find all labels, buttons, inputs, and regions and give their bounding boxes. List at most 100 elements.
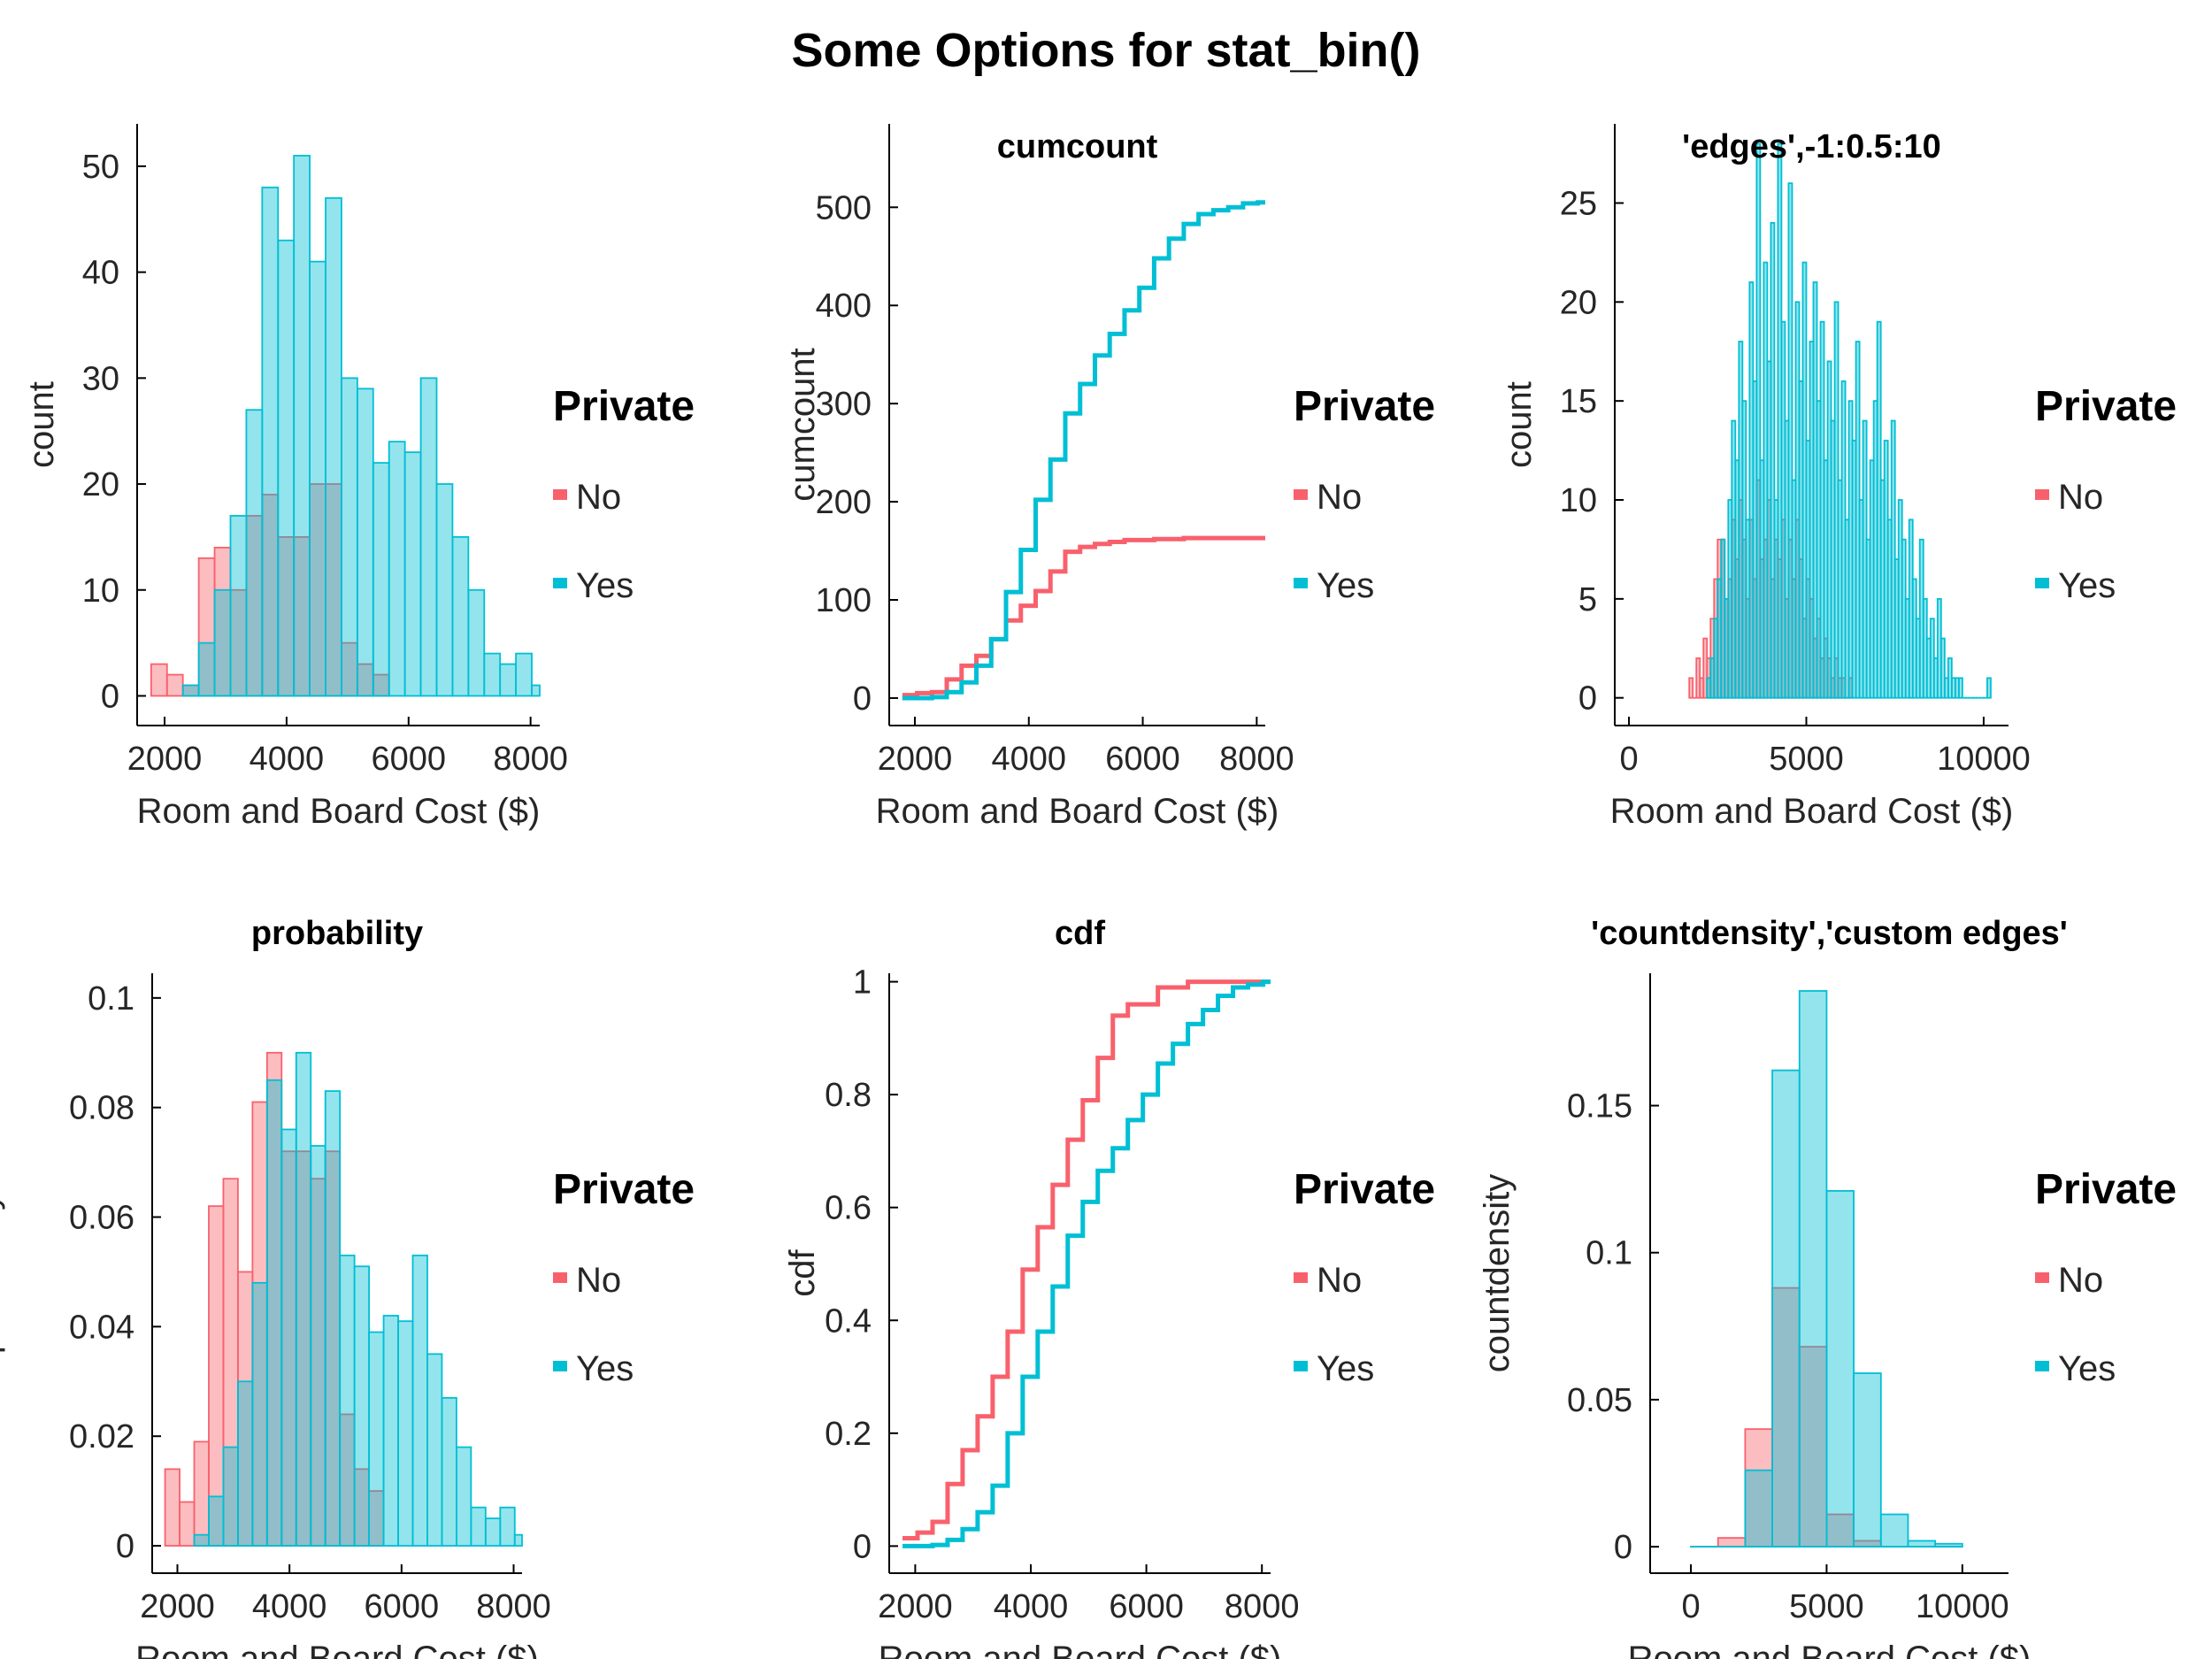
bar-yes — [499, 1506, 516, 1547]
legend-swatch-no — [553, 1272, 567, 1283]
bar-yes — [229, 515, 248, 697]
legend: Private No Yes — [1294, 383, 1435, 605]
x-tick-label: 2000 — [127, 741, 203, 778]
x-tick-label: 2000 — [140, 1588, 215, 1625]
bar-yes — [181, 684, 200, 697]
x-tick-label: 10000 — [1937, 741, 2031, 778]
legend: Private No Yes — [2035, 1166, 2177, 1388]
bar-yes — [411, 1254, 428, 1547]
bar-yes — [245, 409, 264, 697]
x-tick-label: 8000 — [1219, 741, 1294, 778]
legend: Private No Yes — [553, 1166, 695, 1388]
bar-yes — [483, 652, 502, 697]
bar-yes — [339, 1254, 356, 1547]
series-no — [902, 535, 1265, 698]
legend-title: Private — [2035, 1166, 2177, 1213]
bar-yes — [1787, 182, 1793, 699]
y-tick-label: 0 — [853, 680, 872, 718]
subplot-title: 'edges',-1:0.5:10 — [1682, 128, 1941, 165]
legend-swatch-no — [2035, 1272, 2049, 1283]
series-no — [902, 979, 1271, 1540]
legend-swatch-no — [553, 489, 567, 500]
bar-yes — [197, 641, 216, 697]
x-axis-label: Room and Board Cost ($) — [137, 792, 541, 831]
y-tick-label: 0 — [853, 1528, 872, 1565]
subplot-1: 2000 4000 6000 8000 0 10 20 30 40 50 Room and Boar… — [22, 124, 695, 831]
bar-no — [1688, 677, 1694, 699]
series-yes — [902, 200, 1265, 701]
y-axis-label: count — [22, 381, 61, 468]
y-tick-label: 0.8 — [825, 1077, 872, 1114]
y-tick-label: 0.04 — [69, 1309, 134, 1346]
bar-yes — [1907, 1540, 1937, 1548]
legend-swatch-no — [1294, 1272, 1308, 1283]
x-axis-label: Room and Board Cost ($) — [879, 1640, 1282, 1659]
bar-yes — [441, 1396, 457, 1547]
x-tick-label: 4000 — [991, 741, 1066, 778]
x-tick-label: 2000 — [878, 741, 953, 778]
bar-yes — [353, 1265, 371, 1547]
x-tick-label: 4000 — [252, 1588, 327, 1625]
legend-label-no: No — [576, 478, 621, 517]
bar-yes — [1770, 221, 1776, 699]
bar-yes — [1957, 677, 1963, 699]
y-tick-label: 15 — [1560, 383, 1597, 420]
bar-yes — [310, 1145, 326, 1547]
subplot-3: 0 5000 10000 0 5 10 15 20 25 Room and Board Cost … — [1500, 124, 2177, 831]
bar-yes — [251, 1281, 268, 1547]
bar-yes — [265, 1079, 283, 1547]
x-axis-label: Room and Board Cost ($) — [135, 1640, 539, 1659]
x-tick-label: 10000 — [1916, 1588, 2009, 1625]
legend-label-no: No — [2058, 478, 2103, 517]
x-tick-label: 4000 — [250, 741, 325, 778]
bar-yes — [1934, 1542, 1963, 1548]
bar-yes — [368, 1331, 385, 1547]
x-tick-label: 5000 — [1769, 741, 1844, 778]
x-axis-label: Room and Board Cost ($) — [1628, 1640, 2032, 1659]
x-tick-label: 4000 — [994, 1588, 1069, 1625]
legend-title: Private — [553, 1166, 695, 1213]
y-tick-label: 500 — [816, 189, 872, 227]
x-tick-label: 0 — [1619, 741, 1638, 778]
bar-yes — [499, 663, 518, 697]
y-tick-label: 0.2 — [825, 1416, 872, 1453]
legend-swatch-yes — [2035, 578, 2049, 588]
bar-yes — [426, 1353, 443, 1547]
bar-yes — [1853, 1372, 1882, 1548]
bar-yes — [382, 1315, 399, 1547]
y-tick-label: 40 — [82, 255, 119, 292]
subplot-title: 'countdensity','custom edges' — [1591, 915, 2068, 952]
legend-label-no: No — [576, 1261, 621, 1300]
y-tick-label: 0.6 — [825, 1190, 872, 1227]
legend-label-yes: Yes — [2058, 566, 2116, 605]
x-tick-label: 2000 — [878, 1588, 953, 1625]
y-tick-label: 300 — [816, 386, 872, 423]
bar-yes — [1744, 1469, 1773, 1548]
x-tick-label: 6000 — [1109, 1588, 1184, 1625]
x-tick-label: 8000 — [493, 741, 568, 778]
legend-swatch-yes — [553, 578, 567, 588]
bar-yes — [1986, 677, 1992, 699]
x-tick-label: 5000 — [1789, 1588, 1864, 1625]
y-tick-label: 20 — [1560, 284, 1597, 321]
y-tick-label: 0.08 — [69, 1090, 134, 1127]
legend-label-yes: Yes — [2058, 1349, 2116, 1388]
series-yes — [1706, 142, 1992, 699]
y-axis-label: count — [1500, 381, 1539, 468]
y-tick-label: 0 — [1614, 1529, 1632, 1566]
bar-yes — [403, 451, 422, 697]
bar-yes — [531, 684, 541, 697]
subplot-4: 2000 4000 6000 8000 0 0.02 0.04 0.06 0.08 0.1 Room… — [0, 915, 695, 1659]
legend: Private No Yes — [2035, 383, 2177, 605]
legend-swatch-yes — [2035, 1361, 2049, 1371]
bar-yes — [419, 377, 438, 697]
legend-swatch-yes — [553, 1361, 567, 1371]
y-tick-label: 0.06 — [69, 1200, 134, 1237]
y-tick-label: 0.1 — [88, 980, 134, 1018]
bar-yes — [325, 196, 342, 697]
subplot-6: 0 5000 10000 0 0.05 0.1 0.15 Room and Board Cos… — [1478, 915, 2177, 1659]
step-line-yes — [902, 979, 1271, 1548]
legend-label-yes: Yes — [576, 1349, 634, 1388]
y-tick-label: 200 — [816, 484, 872, 521]
y-tick-label: 25 — [1560, 185, 1597, 222]
